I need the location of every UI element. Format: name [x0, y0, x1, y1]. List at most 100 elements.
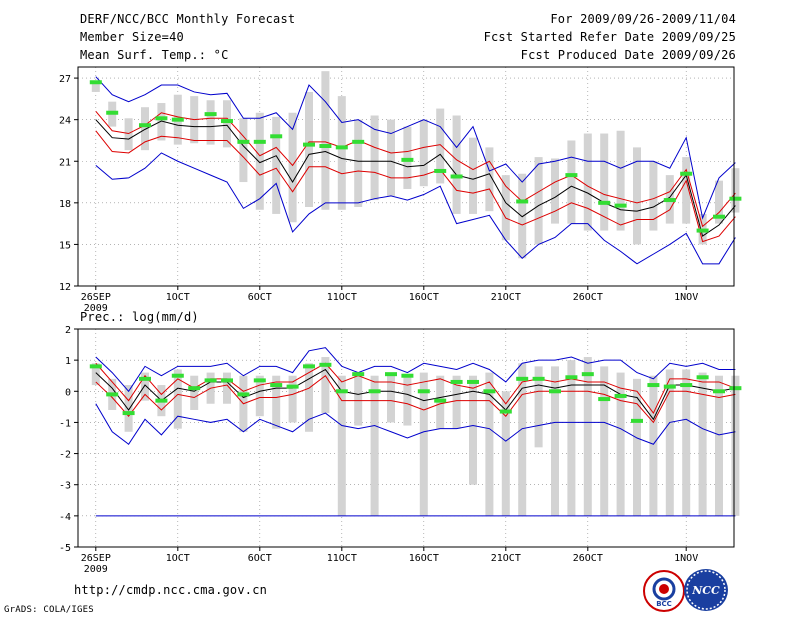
observed-marker	[565, 173, 578, 178]
observed-marker	[155, 116, 168, 121]
ensemble-box	[354, 119, 363, 207]
observed-marker	[598, 200, 611, 205]
observed-marker	[270, 383, 283, 388]
observed-marker	[171, 373, 184, 378]
x-tick-label: 26OCT	[573, 292, 603, 303]
observed-marker	[221, 119, 233, 124]
observed-marker	[647, 383, 660, 388]
observed-marker	[401, 373, 414, 378]
ensemble-box	[239, 118, 248, 183]
observed-marker	[614, 393, 627, 398]
plot-frame	[77, 328, 735, 548]
ensemble-box	[518, 363, 527, 516]
y-tick-label: 0	[65, 387, 71, 398]
ensemble-box	[682, 369, 691, 516]
observed-marker	[335, 145, 348, 150]
lower-spread-line	[95, 130, 736, 243]
observed-marker	[253, 139, 266, 144]
observed-marker	[188, 386, 201, 391]
ensemble-box	[321, 357, 330, 414]
max-line	[95, 152, 736, 265]
produced-date: Fcst Produced Date 2009/09/26	[520, 48, 736, 62]
y-tick-label: -1	[59, 418, 71, 429]
x-tick-label: 1OCT	[166, 553, 190, 564]
observed-marker	[106, 392, 119, 397]
variable-label: Mean Surf. Temp.: °C	[80, 48, 229, 62]
ensemble-box	[649, 375, 658, 516]
ensemble-box	[633, 147, 641, 245]
lower-spread-line	[95, 374, 736, 424]
y-tick-label: 2	[65, 325, 71, 336]
ensemble-box	[501, 391, 510, 516]
ensemble-box	[91, 363, 100, 386]
ensemble-box	[551, 366, 559, 516]
y-tick-label: -2	[59, 450, 71, 461]
observed-marker	[122, 411, 135, 416]
x-tick-label: 21OCT	[491, 292, 521, 303]
ensemble-box	[337, 375, 346, 516]
observed-marker	[549, 389, 561, 394]
y-tick-label: -5	[59, 543, 71, 554]
ensemble-box	[288, 112, 297, 223]
bcc-logo-text: BCC	[656, 600, 672, 608]
ensemble-box	[173, 369, 182, 429]
x-tick-label: 21OCT	[491, 553, 521, 564]
member-size: Member Size=40	[80, 30, 184, 44]
ensemble-box	[633, 378, 641, 516]
ensemble-box	[91, 80, 100, 92]
observed-marker	[417, 389, 430, 394]
min-line	[95, 403, 736, 445]
observed-marker	[89, 364, 102, 369]
ensemble-box	[337, 96, 346, 210]
ensemble-box	[682, 157, 691, 224]
observed-marker	[171, 117, 184, 122]
observed-marker	[729, 196, 742, 201]
observed-marker	[155, 398, 168, 403]
ensemble-box	[731, 168, 740, 213]
ensemble-box	[469, 375, 477, 485]
y-tick-label: 18	[59, 199, 71, 210]
ensemble-box	[518, 173, 527, 259]
x-tick-label: 6OCT	[248, 292, 272, 303]
observed-marker	[385, 372, 397, 377]
x-tick-label: 26SEP	[81, 553, 111, 564]
ncc-logo-text: NCC	[691, 584, 720, 597]
year-label: 2009	[84, 303, 108, 314]
ensemble-box	[124, 385, 133, 432]
observed-marker	[237, 392, 250, 397]
ensemble-box	[370, 375, 379, 516]
ncc-logo-graphic: NCC	[686, 570, 726, 610]
observed-marker	[335, 389, 348, 394]
ensemble-box	[141, 372, 149, 401]
ensemble-box	[321, 71, 330, 210]
ensemble-mean-line	[95, 368, 736, 421]
observed-marker	[139, 123, 151, 128]
ensemble-box	[157, 103, 166, 141]
ensemble-box	[665, 369, 674, 516]
observed-marker	[270, 134, 283, 139]
observed-marker	[516, 199, 529, 204]
ensemble-box	[534, 157, 543, 245]
y-tick-label: -3	[59, 481, 71, 492]
observed-marker	[499, 409, 512, 414]
ensemble-box	[223, 100, 231, 148]
y-tick-label: 24	[59, 116, 71, 127]
ensemble-box	[616, 130, 625, 231]
ensemble-box	[387, 372, 395, 423]
start-date: Fcst Started Refer Date 2009/09/25	[483, 30, 736, 44]
ensemble-box	[387, 119, 395, 196]
min-line	[95, 76, 736, 220]
source-url[interactable]: http://cmdp.ncc.cma.gov.cn	[74, 583, 268, 597]
year-label: 2009	[84, 564, 108, 575]
upper-spread-line	[95, 111, 736, 228]
observed-marker	[319, 362, 332, 367]
y-tick-label: 15	[59, 240, 71, 251]
ensemble-box	[715, 180, 723, 224]
ensemble-box	[452, 115, 461, 214]
observed-marker	[352, 139, 365, 144]
ensemble-box	[206, 100, 215, 145]
ensemble-box	[124, 118, 133, 151]
observed-marker	[565, 375, 578, 380]
observed-marker	[729, 386, 742, 391]
observed-marker	[303, 364, 315, 369]
